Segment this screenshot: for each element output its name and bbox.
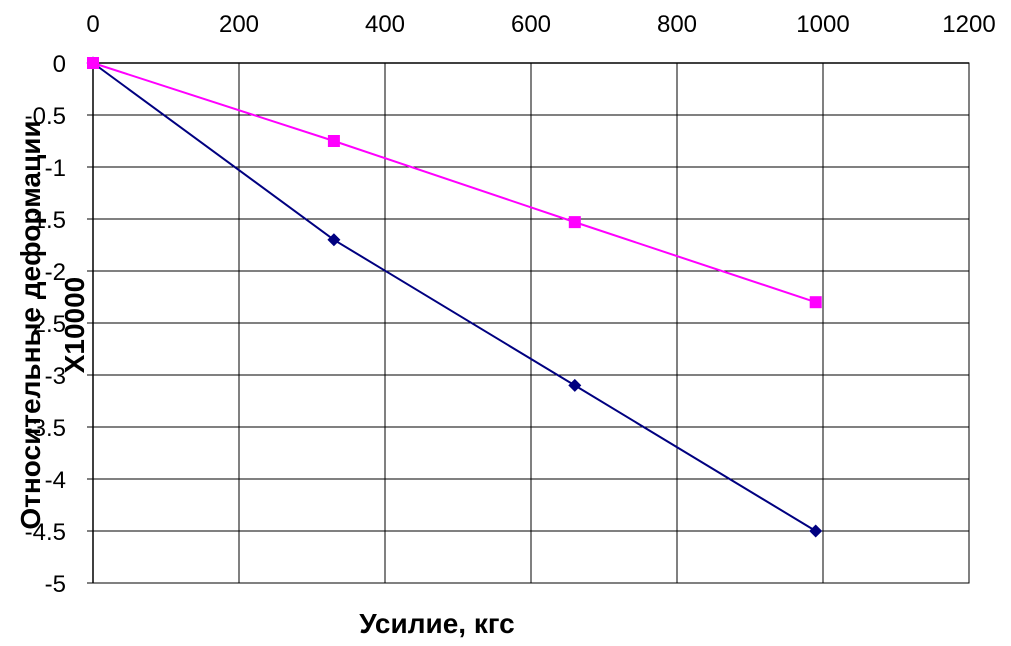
y-tick-label: -0.5 [25,103,66,130]
x-tick-label: 1200 [942,11,995,38]
y-tick-label: -3.5 [25,415,66,442]
y-tick-label: 0 [53,51,66,78]
data-point-series-2 [809,296,822,309]
y-axis-title-line-2: X10000 [59,277,90,374]
y-tick-label: -4 [45,467,66,494]
data-point-series-2 [327,135,340,147]
y-tick-label: -1.5 [25,207,66,234]
y-axis-title-line-1: Относительные деформации [15,120,46,529]
data-point-series-2 [87,57,99,69]
y-tick-label: -2 [45,259,66,286]
series-line-2 [92,62,817,304]
x-tick-label: 1000 [796,11,849,38]
data-point-series-2 [568,216,581,229]
x-tick-labels: 0 200 400 600 800 1000 1200 [86,11,995,38]
data-point-series-1 [809,524,823,538]
data-point-series-1 [327,233,341,247]
x-tick-label: 200 [219,11,259,38]
series [86,56,823,538]
x-tick-label: 400 [365,11,405,38]
series-line-1 [92,62,817,532]
y-tick-label: -1 [45,155,66,182]
x-tick-label: 800 [657,11,697,38]
y-tick-label: -4.5 [25,519,66,546]
data-point-series-1 [568,378,582,392]
x-tick-label: 600 [511,11,551,38]
y-tick-label: -3 [45,363,66,390]
y-tick-label: -5 [45,571,66,598]
x-tick-label: 0 [86,11,99,38]
x-axis-title: Усилие, кгс [359,608,514,639]
y-tick-label: -2.5 [25,311,66,338]
y-tick-labels: 0 -0.5 -1 -1.5 -2 -2.5 -3 -3.5 -4 -4.5 -5 [25,51,66,598]
